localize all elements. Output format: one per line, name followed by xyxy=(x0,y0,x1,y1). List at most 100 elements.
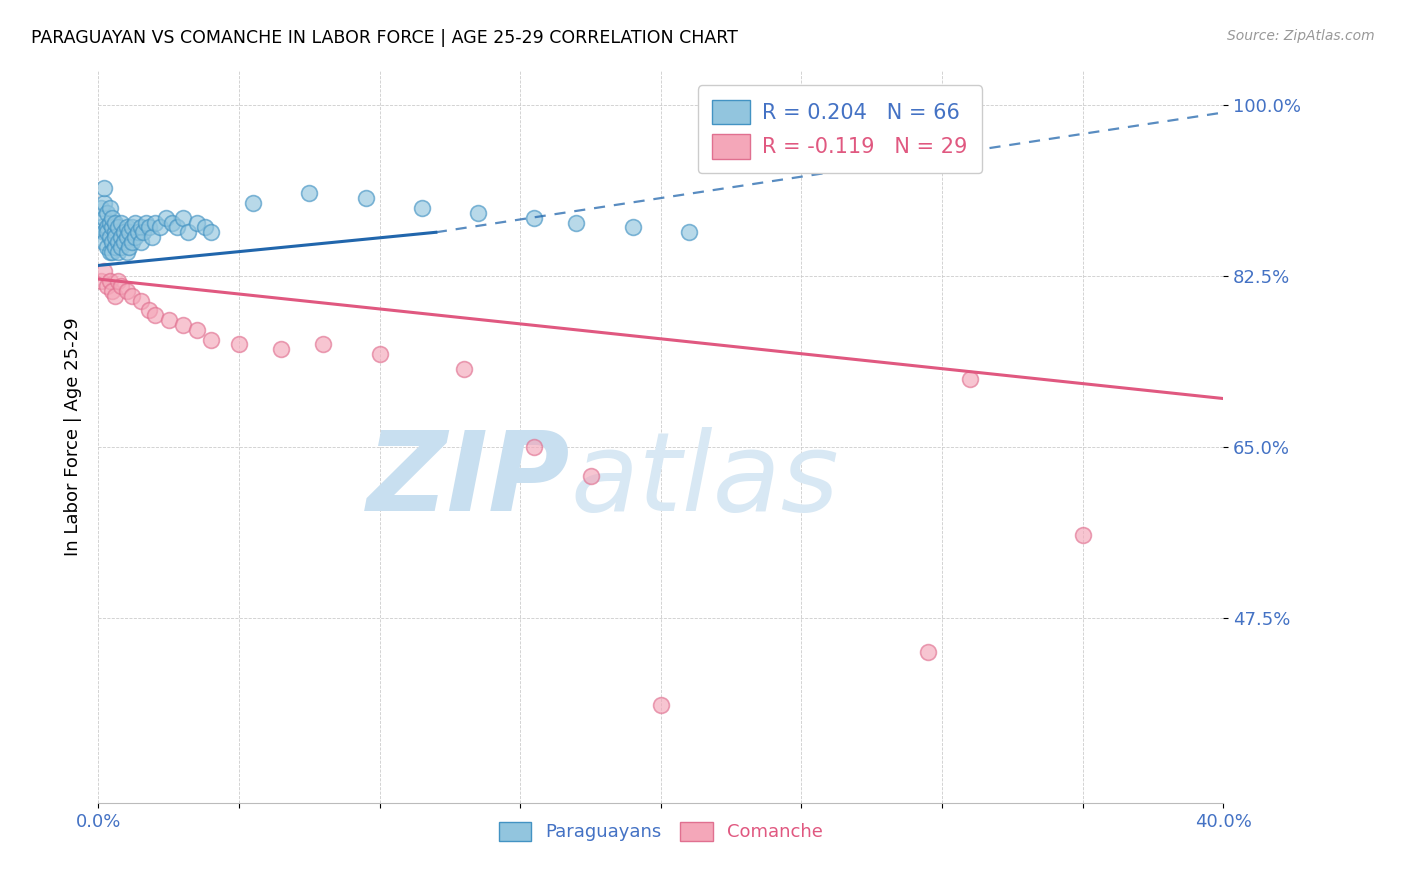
Point xyxy=(467,206,489,220)
Point xyxy=(98,230,121,244)
Point xyxy=(98,215,121,229)
Point xyxy=(124,215,146,229)
Point xyxy=(107,244,129,259)
Point xyxy=(453,361,475,376)
Point xyxy=(101,211,124,225)
Point xyxy=(121,235,143,249)
Point xyxy=(141,230,163,244)
Point xyxy=(93,235,115,249)
Point xyxy=(678,225,700,239)
Point xyxy=(242,196,264,211)
Point xyxy=(101,235,124,249)
Point xyxy=(270,343,292,357)
Point xyxy=(157,313,180,327)
Point xyxy=(121,220,143,235)
Point xyxy=(93,211,115,225)
Point xyxy=(93,264,115,278)
Point xyxy=(112,235,135,249)
Point xyxy=(186,215,208,229)
Point xyxy=(129,235,152,249)
Point xyxy=(90,274,112,288)
Point xyxy=(93,196,115,211)
Point xyxy=(124,230,146,244)
Point xyxy=(138,220,160,235)
Point xyxy=(96,220,118,235)
Point xyxy=(298,186,321,201)
Point xyxy=(101,284,124,298)
Point xyxy=(104,225,127,239)
Point xyxy=(121,288,143,302)
Point xyxy=(160,215,183,229)
Point xyxy=(110,240,132,254)
Point xyxy=(129,220,152,235)
Point xyxy=(98,274,121,288)
Point xyxy=(155,211,177,225)
Point xyxy=(104,288,127,302)
Point xyxy=(132,225,155,239)
Point xyxy=(621,220,644,235)
Point xyxy=(650,698,672,713)
Point xyxy=(101,244,124,259)
Point xyxy=(579,469,602,483)
Point xyxy=(959,371,981,385)
Point xyxy=(523,440,546,454)
Point xyxy=(411,201,433,215)
Point xyxy=(129,293,152,308)
Y-axis label: In Labor Force | Age 25-29: In Labor Force | Age 25-29 xyxy=(63,318,82,557)
Point xyxy=(107,235,129,249)
Point xyxy=(110,230,132,244)
Point xyxy=(127,225,149,239)
Point xyxy=(354,191,377,205)
Point xyxy=(135,215,157,229)
Point xyxy=(200,333,222,347)
Point xyxy=(149,220,172,235)
Point xyxy=(138,303,160,318)
Point xyxy=(101,220,124,235)
Point xyxy=(115,230,138,244)
Text: ZIP: ZIP xyxy=(367,427,571,534)
Text: PARAGUAYAN VS COMANCHE IN LABOR FORCE | AGE 25-29 CORRELATION CHART: PARAGUAYAN VS COMANCHE IN LABOR FORCE | … xyxy=(31,29,738,46)
Point xyxy=(143,215,166,229)
Point xyxy=(312,337,335,351)
Point xyxy=(104,240,127,254)
Point xyxy=(172,211,194,225)
Point xyxy=(96,206,118,220)
Point xyxy=(790,98,813,112)
Point xyxy=(96,225,118,239)
Point xyxy=(115,284,138,298)
Point xyxy=(110,279,132,293)
Point xyxy=(565,215,588,229)
Point xyxy=(186,323,208,337)
Point xyxy=(523,211,546,225)
Point xyxy=(177,225,200,239)
Point xyxy=(90,220,112,235)
Point xyxy=(107,274,129,288)
Point xyxy=(118,240,141,254)
Point xyxy=(172,318,194,332)
Point xyxy=(917,645,939,659)
Point xyxy=(228,337,250,351)
Point xyxy=(143,308,166,322)
Point xyxy=(93,225,115,239)
Point xyxy=(104,215,127,229)
Legend: Paraguayans, Comanche: Paraguayans, Comanche xyxy=(492,814,830,848)
Point xyxy=(115,220,138,235)
Text: Source: ZipAtlas.com: Source: ZipAtlas.com xyxy=(1227,29,1375,43)
Point xyxy=(1071,527,1094,541)
Point xyxy=(112,225,135,239)
Point xyxy=(118,225,141,239)
Point xyxy=(115,244,138,259)
Point xyxy=(98,244,121,259)
Point xyxy=(200,225,222,239)
Point xyxy=(368,347,391,361)
Point xyxy=(194,220,217,235)
Text: atlas: atlas xyxy=(571,427,839,534)
Point xyxy=(107,220,129,235)
Point xyxy=(98,201,121,215)
Point xyxy=(90,201,112,215)
Point xyxy=(104,230,127,244)
Point xyxy=(96,279,118,293)
Point xyxy=(96,240,118,254)
Point xyxy=(93,181,115,195)
Point xyxy=(110,215,132,229)
